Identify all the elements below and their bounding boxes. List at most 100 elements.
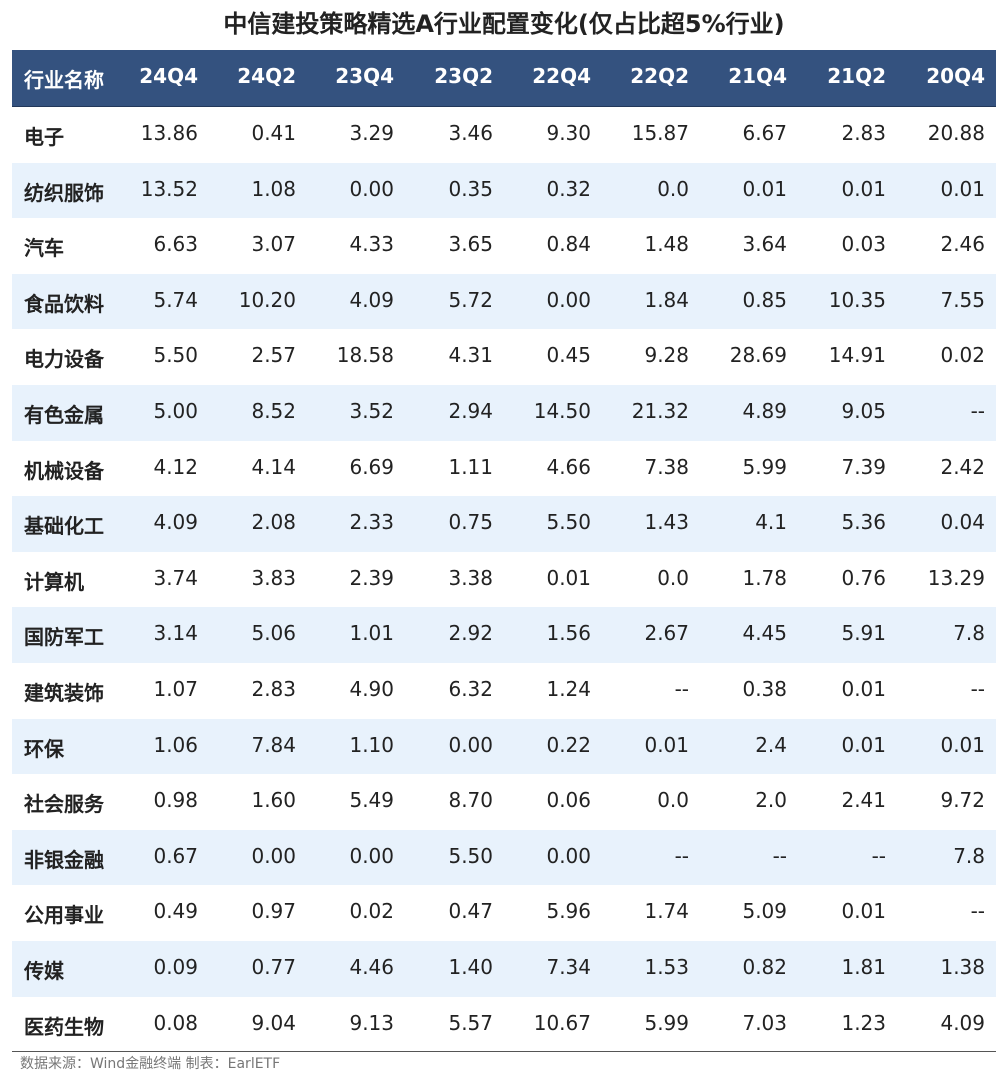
header-cell: 22Q4	[532, 64, 591, 88]
table-cell: 3.29	[349, 121, 394, 145]
table-row: 汽车 6.63 3.07 4.33 3.65 0.84 1.48 3.64 0.03 2.46	[12, 218, 996, 274]
table-cell: --	[871, 843, 886, 868]
table-cell: 0.77	[251, 955, 296, 979]
table-cell: 3.65	[448, 232, 493, 257]
table-cell: 10.20	[238, 287, 296, 312]
table-cell: 10.35	[828, 287, 886, 312]
table-cell: 0.00	[448, 732, 493, 757]
table-cell: 0.47	[448, 899, 493, 924]
table-cell: 5.49	[349, 788, 394, 813]
table-cell: 4.45	[742, 621, 787, 646]
table-cell: 0.04	[940, 510, 985, 535]
row-label: 基础化工	[24, 514, 104, 539]
table-cell: 5.74	[153, 287, 198, 312]
table-cell: 13.86	[140, 121, 198, 145]
table-row: 机械设备 4.12 4.14 6.69 1.11 4.66 7.38 5.99 7.39 2.42	[12, 440, 996, 497]
table-cell: --	[970, 677, 985, 701]
table-cell: 1.43	[644, 510, 689, 535]
table-cell: 0.38	[742, 677, 787, 701]
header-row: 行业名称 24Q4 24Q2 23Q4 23Q2 22Q4 22Q2 21Q4 21Q2 20Q4	[12, 50, 996, 108]
table-cell: 28.69	[729, 343, 787, 368]
table-cell: 15.87	[631, 121, 689, 145]
table-cell: 1.23	[841, 1010, 886, 1035]
table-cell: 0.01	[940, 732, 985, 757]
table-cell: 0.01	[940, 176, 985, 201]
table-row: 环保 1.06 7.84 1.10 0.00 0.22 0.01 2.4 0.01 0.01	[12, 718, 996, 775]
table-title: 中信建投策略精选A行业配置变化(仅占比超5%行业)	[223, 10, 785, 38]
table-cell: 6.63	[153, 232, 198, 257]
table-row: 建筑装饰 1.07 2.83 4.90 6.32 1.24 -- 0.38 0.01 --	[12, 663, 996, 719]
table-cell: 4.90	[349, 677, 394, 701]
table-cell: --	[970, 899, 985, 924]
table-cell: 0.22	[546, 732, 591, 757]
table-cell: 9.05	[841, 399, 886, 423]
table-cell: 6.67	[742, 121, 787, 145]
table-cell: 0.0	[657, 788, 689, 813]
table-row: 公用事业 0.49 0.97 0.02 0.47 5.96 1.74 5.09 0.01 --	[12, 885, 996, 941]
table-cell: 5.06	[251, 621, 296, 646]
table-cell: 0.00	[349, 176, 394, 201]
table-cell: 1.56	[546, 621, 591, 646]
table-cell: 3.74	[153, 565, 198, 590]
table-cell: 7.84	[251, 732, 296, 757]
table-cell: 3.07	[251, 232, 296, 257]
table-cell: 0.01	[546, 565, 591, 590]
table-row: 非银金融 0.67 0.00 0.00 5.50 0.00 -- -- -- 7.8	[12, 829, 996, 886]
table-cell: 0.01	[644, 732, 689, 757]
table-cell: 1.08	[251, 176, 296, 201]
table-cell: 2.92	[448, 621, 493, 646]
table-cell: 1.10	[349, 732, 394, 757]
table-cell: 0.02	[349, 899, 394, 924]
row-label: 国防军工	[24, 625, 104, 650]
table-cell: 13.52	[140, 176, 198, 201]
table-cell: 0.75	[448, 510, 493, 535]
row-label: 社会服务	[24, 792, 104, 817]
row-label: 传媒	[24, 959, 64, 983]
table-cell: 8.52	[251, 399, 296, 423]
table-cell: 1.01	[349, 621, 394, 646]
table-cell: 4.89	[742, 399, 787, 423]
header-cell: 22Q2	[630, 64, 689, 88]
row-label: 非银金融	[24, 847, 104, 872]
table-cell: 0.35	[448, 176, 493, 201]
table-cell: 2.33	[349, 510, 394, 535]
table-cell: 7.34	[546, 955, 591, 979]
table-row: 国防军工 3.14 5.06 1.01 2.92 1.56 2.67 4.45 5.91 7.8	[12, 607, 996, 663]
table-cell: 4.66	[546, 454, 591, 479]
table-cell: 2.41	[841, 788, 886, 813]
row-label: 汽车	[24, 236, 64, 261]
table-cell: 0.01	[841, 677, 886, 701]
table-row: 传媒 0.09 0.77 4.46 1.40 7.34 1.53 0.82 1.81 1.38	[12, 941, 996, 997]
table-cell: 5.00	[153, 399, 198, 423]
table-cell: 0.01	[841, 176, 886, 201]
table-cell: 1.24	[546, 677, 591, 701]
table-cell: 2.57	[251, 343, 296, 368]
table-cell: 3.52	[349, 399, 394, 423]
table-cell: 9.13	[349, 1010, 394, 1035]
table-cell: 0.00	[546, 843, 591, 868]
table-cell: 14.91	[828, 343, 886, 368]
table-cell: 5.50	[448, 843, 493, 868]
header-cell: 23Q4	[335, 64, 394, 88]
table-cell: 9.72	[940, 788, 985, 813]
table-cell: 7.39	[841, 454, 886, 479]
table-cell: 2.83	[841, 121, 886, 145]
header-cell: 行业名称	[24, 68, 104, 92]
header-cell: 24Q4	[139, 64, 198, 88]
table-cell: 9.30	[546, 121, 591, 145]
table-cell: 5.99	[742, 454, 787, 479]
table-row: 基础化工 4.09 2.08 2.33 0.75 5.50 1.43 4.1 5.36 0.04	[12, 496, 996, 552]
table-cell: 0.09	[153, 955, 198, 979]
table-cell: 0.85	[742, 287, 787, 312]
table-cell: 2.94	[448, 399, 493, 423]
table-cell: 7.03	[742, 1010, 787, 1035]
table-cell: 0.76	[841, 565, 886, 590]
table-row: 有色金属 5.00 8.52 3.52 2.94 14.50 21.32 4.89 9.05 --	[12, 385, 996, 441]
table-cell: 0.00	[349, 843, 394, 868]
table-cell: --	[674, 843, 689, 868]
table-cell: 7.38	[644, 454, 689, 479]
table-cell: 0.01	[841, 899, 886, 924]
row-label: 机械设备	[24, 458, 104, 483]
table-cell: 1.07	[153, 677, 198, 701]
